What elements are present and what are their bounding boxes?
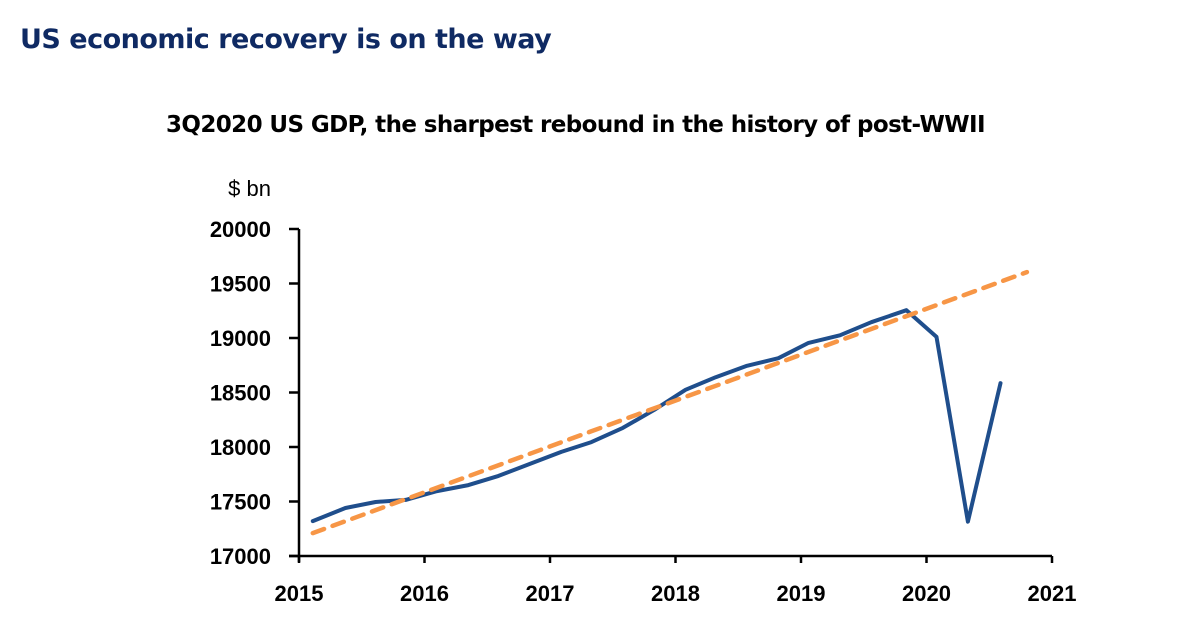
y-tick-label: 19500 xyxy=(210,272,271,297)
y-tick-label: 20000 xyxy=(210,217,271,242)
slide-title: US economic recovery is on the way xyxy=(20,24,552,55)
x-tick-label: 2018 xyxy=(651,581,700,606)
trend-line-series xyxy=(310,269,1030,536)
x-tick-label: 2020 xyxy=(902,581,951,606)
x-tick-label: 2016 xyxy=(400,581,449,606)
y-tick-label: 17500 xyxy=(210,490,271,515)
y-tick-label: 17000 xyxy=(210,544,271,569)
y-tick-label: 19000 xyxy=(210,326,271,351)
chart-title: 3Q2020 US GDP, the sharpest rebound in t… xyxy=(166,112,986,138)
y-axis-unit-label: $ bn xyxy=(228,176,271,201)
x-tick-label: 2019 xyxy=(777,581,826,606)
x-tick-label: 2017 xyxy=(526,581,575,606)
x-tick-label: 2021 xyxy=(1028,581,1077,606)
y-tick-label: 18500 xyxy=(210,381,271,406)
series-group xyxy=(310,269,1030,536)
x-tick-label: 2015 xyxy=(275,581,324,606)
gdp-line-series xyxy=(310,308,1003,524)
axes: 17000 17500 18000 18500 19000 19500 20000 2015 2… xyxy=(210,217,1077,606)
y-tick-label: 18000 xyxy=(210,435,271,460)
